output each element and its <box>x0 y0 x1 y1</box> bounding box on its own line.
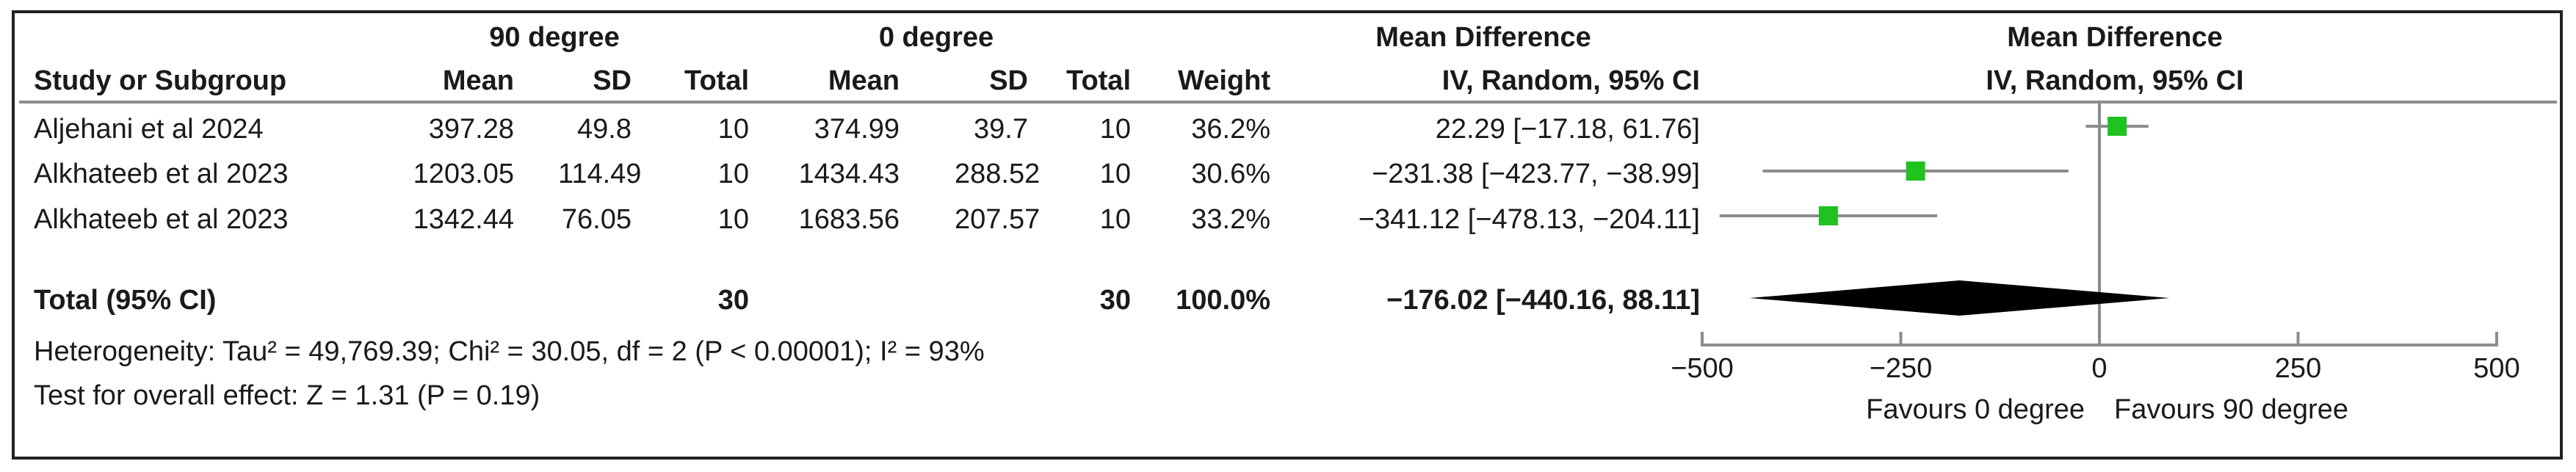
col-weight: Weight <box>1178 65 1270 96</box>
row3-weight: 33.2% <box>1191 204 1270 235</box>
md-header: Mean Difference <box>1375 22 1591 53</box>
col-mean1: Mean <box>442 65 514 96</box>
row2-sd2: 288.52 <box>955 159 1041 189</box>
row1-weight: 36.2% <box>1191 114 1270 145</box>
col-study: Study or Subgroup <box>34 65 287 96</box>
row3-total1: 10 <box>717 204 749 235</box>
study-marker <box>1818 206 1838 225</box>
row1-mean2: 374.99 <box>814 114 900 145</box>
row2-ci: −231.38 [−423.77, −38.99] <box>1372 159 1700 189</box>
col-plot-ci: IV, Random, 95% CI <box>1986 65 2244 96</box>
header-divider <box>19 101 2557 104</box>
row1-sd1: 49.8 <box>577 114 632 145</box>
row1-sd2: 39.7 <box>974 114 1028 145</box>
row1-study: Aljehani et al 2024 <box>34 114 264 145</box>
row3-total2: 10 <box>1099 204 1131 235</box>
x-tick-label: 500 <box>2473 353 2519 384</box>
favours-right-label: Favours 90 degree <box>2114 394 2348 425</box>
figure-frame <box>12 10 2563 460</box>
col-total1: Total <box>684 65 749 96</box>
row2-mean2: 1434.43 <box>798 159 900 189</box>
row2-sd1: 114.49 <box>558 159 642 189</box>
study-marker <box>1906 161 1925 181</box>
total-total2: 30 <box>1099 285 1131 316</box>
row3-sd1: 76.05 <box>561 204 632 235</box>
col-total2: Total <box>1066 65 1131 96</box>
col-md-ci: IV, Random, 95% CI <box>1441 65 1700 96</box>
total-ci: −176.02 [−440.16, 88.11] <box>1386 285 1700 316</box>
col-mean2: Mean <box>828 65 900 96</box>
col-sd1: SD <box>593 65 632 96</box>
x-tick-label: 0 <box>2091 353 2107 384</box>
row3-study: Alkhateeb et al 2023 <box>34 204 289 235</box>
pooled-diamond <box>1749 280 2170 316</box>
group2-header: 0 degree <box>878 22 994 53</box>
row1-ci: 22.29 [−17.18, 61.76] <box>1435 114 1700 145</box>
row1-total2: 10 <box>1099 114 1131 145</box>
row2-total1: 10 <box>717 159 749 189</box>
row1-total1: 10 <box>717 114 749 145</box>
study-marker <box>2108 117 2127 136</box>
x-tick-label: 250 <box>2275 353 2321 384</box>
row1-mean1: 397.28 <box>428 114 514 145</box>
col-sd2: SD <box>989 65 1028 96</box>
row2-study: Alkhateeb et al 2023 <box>34 159 289 189</box>
row2-mean1: 1203.05 <box>413 159 514 189</box>
row3-sd2: 207.57 <box>955 204 1041 235</box>
overall-effect-text: Test for overall effect: Z = 1.31 (P = 0… <box>34 380 540 411</box>
row3-ci: −341.12 [−478.13, −204.11] <box>1358 204 1700 235</box>
row2-weight: 30.6% <box>1191 159 1270 189</box>
row3-mean2: 1683.56 <box>798 204 900 235</box>
row3-mean1: 1342.44 <box>413 204 514 235</box>
group1-header: 90 degree <box>489 22 620 53</box>
favours-left-label: Favours 0 degree <box>1866 394 2085 425</box>
x-tick-label: −250 <box>1870 353 1933 384</box>
row2-total2: 10 <box>1099 159 1131 189</box>
x-tick-label: −500 <box>1671 353 1734 384</box>
total-label: Total (95% CI) <box>34 285 217 316</box>
total-total1: 30 <box>717 285 749 316</box>
heterogeneity-text: Heterogeneity: Tau² = 49,769.39; Chi² = … <box>34 336 985 367</box>
total-weight: 100.0% <box>1176 285 1270 316</box>
plot-header: Mean Difference <box>2007 22 2223 53</box>
